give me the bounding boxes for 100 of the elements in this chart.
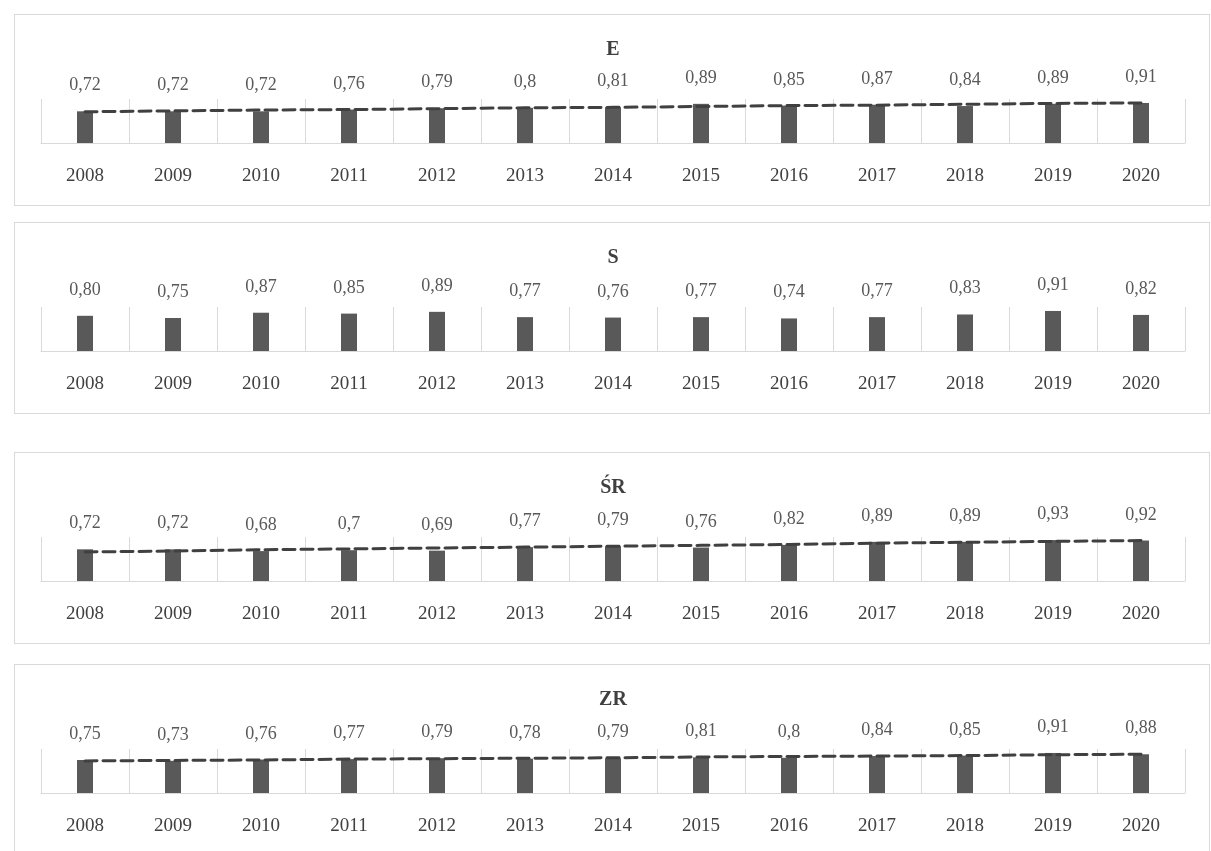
bar [517,758,533,793]
x-tick-label: 2014 [594,164,633,185]
data-label: 0,91 [1037,715,1069,736]
data-label: 0,92 [1125,503,1157,524]
x-tick-label: 2019 [1034,602,1072,623]
x-tick-label: 2019 [1034,814,1072,835]
bar [1133,540,1149,581]
data-label: 0,72 [157,74,189,95]
data-label: 0,83 [949,277,981,298]
bar [165,760,181,793]
data-label: 0,78 [509,721,541,742]
bar [957,755,973,793]
bar [781,757,797,793]
bar [781,544,797,581]
data-label: 0,77 [333,722,365,743]
x-tick-label: 2020 [1122,164,1160,185]
x-tick-label: 2009 [154,814,192,835]
bar [429,550,445,581]
x-tick-label: 2009 [154,372,192,393]
data-label: 0,72 [157,512,189,533]
bar [77,549,93,581]
x-tick-label: 2016 [770,164,808,185]
bar [957,106,973,143]
bar [1133,754,1149,793]
x-tick-label: 2011 [330,814,368,835]
bar [253,551,269,581]
x-tick-label: 2013 [506,814,544,835]
bar [693,547,709,581]
x-tick-label: 2020 [1122,814,1160,835]
bar [165,111,181,143]
data-label: 0,80 [69,278,101,299]
bar [605,758,621,793]
data-label: 0,74 [773,281,805,302]
x-tick-label: 2012 [418,814,456,835]
x-tick-label: 2020 [1122,372,1160,393]
bar [869,541,885,581]
bar [1045,752,1061,793]
x-tick-label: 2018 [946,164,984,185]
bar [693,103,709,143]
bar [869,104,885,143]
data-label: 0,8 [777,720,801,741]
data-label: 0,76 [685,510,717,531]
data-label: 0,89 [1037,66,1069,87]
x-tick-label: 2019 [1034,164,1072,185]
x-tick-label: 2012 [418,164,456,185]
x-tick-label: 2010 [242,164,280,185]
chart-title: ZR [599,687,628,709]
x-tick-label: 2020 [1122,602,1160,623]
data-label: 0,93 [1037,503,1069,524]
x-tick-label: 2017 [858,814,896,835]
bar [429,108,445,143]
x-tick-label: 2008 [66,372,104,393]
bar [781,105,797,143]
bar [1133,102,1149,143]
x-tick-label: 2014 [594,814,633,835]
data-label: 0,75 [69,723,101,743]
x-tick-label: 2008 [66,164,104,185]
bar [77,111,93,143]
data-label: 0,91 [1125,65,1157,86]
x-tick-label: 2012 [418,372,456,393]
x-tick-label: 2011 [330,164,368,185]
data-label: 0,91 [1037,273,1069,294]
x-tick-label: 2016 [770,602,808,623]
x-tick-label: 2015 [682,164,720,185]
bar [693,757,709,793]
bar [165,549,181,581]
x-tick-label: 2016 [770,372,808,393]
bar [253,759,269,793]
data-label: 0,89 [685,66,717,87]
chart-title: S [607,245,619,267]
data-label: 0,89 [949,504,981,525]
x-tick-label: 2016 [770,814,808,835]
data-label: 0,85 [773,68,805,89]
x-tick-label: 2010 [242,602,280,623]
bar [77,760,93,793]
bar [341,550,357,581]
x-tick-label: 2010 [242,814,280,835]
data-label: 0,77 [685,280,717,301]
data-label: 0,88 [1125,717,1157,738]
data-label: 0,68 [245,514,277,535]
data-label: 0,77 [861,280,893,301]
x-tick-label: 2009 [154,602,192,623]
x-tick-label: 2014 [594,372,633,393]
x-tick-label: 2017 [858,164,896,185]
x-tick-label: 2014 [594,602,633,623]
data-label: 0,7 [337,513,361,534]
data-label: 0,87 [861,67,893,88]
x-tick-label: 2013 [506,164,544,185]
x-tick-label: 2018 [946,814,984,835]
chart-title: ŚR [600,474,627,497]
x-tick-label: 2019 [1034,372,1072,393]
bar [517,547,533,581]
x-tick-label: 2012 [418,602,456,623]
data-label: 0,77 [509,510,541,531]
data-label: 0,84 [949,69,981,90]
x-tick-label: 2018 [946,372,984,393]
data-label: 0,82 [1125,277,1157,298]
data-label: 0,73 [157,723,189,744]
bar [517,107,533,143]
data-label: 0,72 [69,512,101,533]
